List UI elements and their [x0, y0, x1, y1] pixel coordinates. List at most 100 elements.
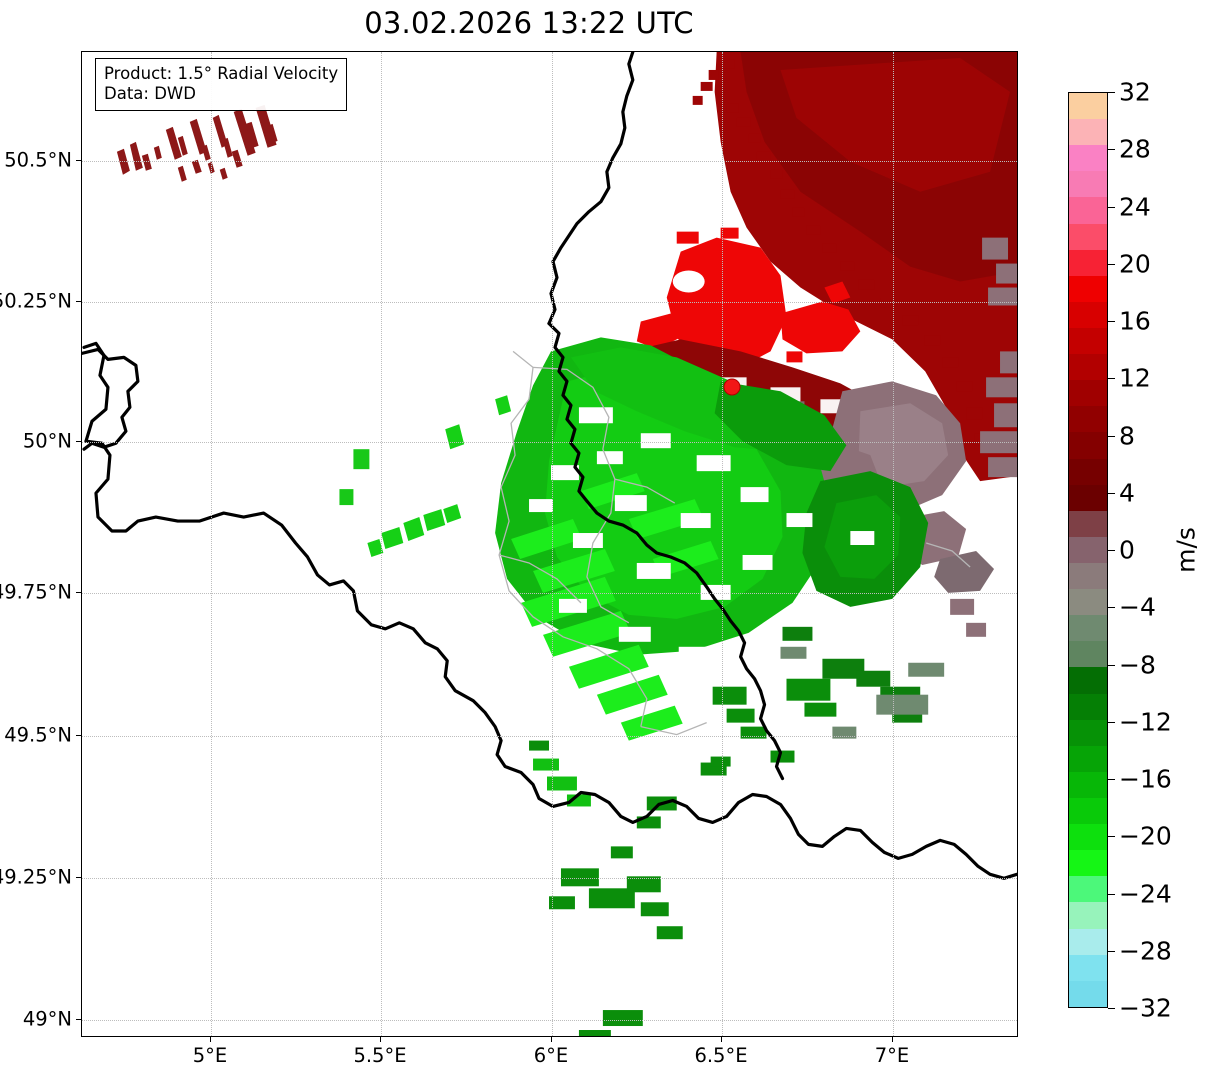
- colorbar-band: [1069, 327, 1107, 355]
- colorbar-band: [1069, 797, 1107, 825]
- colorbar-band: [1069, 850, 1107, 877]
- x-tick: [210, 1037, 211, 1042]
- radar-map-svg: [82, 52, 1017, 1036]
- y-tick-label: 50.5°N: [4, 148, 72, 172]
- colorbar-tick-label: −24: [1119, 879, 1172, 908]
- colorbar-band: [1069, 902, 1107, 929]
- x-tick-label: 6.5°E: [694, 1044, 748, 1067]
- colorbar-tick-label: 16: [1119, 306, 1151, 336]
- y-tick-label: 49.5°N: [4, 723, 72, 747]
- colorbar-band: [1069, 458, 1107, 485]
- colorbar-tick: [1108, 378, 1115, 380]
- colorbar-band: [1069, 145, 1107, 172]
- x-tick: [721, 1037, 722, 1042]
- y-tick-label: 50°N: [22, 429, 72, 453]
- colorbar-band: [1069, 589, 1107, 616]
- colorbar-tick-label: −32: [1119, 993, 1172, 1023]
- x-tick-label: 5°E: [192, 1044, 228, 1067]
- colorbar-tick-label: 12: [1119, 363, 1151, 393]
- y-tick-label: 49°N: [22, 1007, 72, 1031]
- colorbar-tick-label: −4: [1119, 592, 1156, 622]
- radar-site-marker[interactable]: [723, 378, 741, 396]
- colorbar-band: [1069, 719, 1107, 746]
- colorbar-band: [1069, 980, 1107, 1007]
- colorbar-tick: [1108, 550, 1115, 551]
- colorbar-band: [1069, 119, 1107, 146]
- colorbar-tick-label: 20: [1119, 249, 1151, 279]
- colorbar-band: [1069, 432, 1107, 459]
- internal-boundaries: [498, 350, 971, 736]
- colorbar-tick: [1108, 206, 1115, 208]
- colorbar-band: [1069, 536, 1107, 563]
- colorbar-band: [1069, 615, 1107, 642]
- colorbar-band: [1069, 876, 1107, 903]
- colorbar-band: [1069, 928, 1107, 955]
- colorbar-tick: [1108, 836, 1115, 838]
- x-tick-label: 5.5°E: [353, 1044, 407, 1067]
- national-borders: [82, 52, 1017, 880]
- colorbar-tick: [1108, 92, 1115, 93]
- colorbar-tick: [1108, 721, 1115, 723]
- echo-south-grey-cells: [780, 646, 945, 739]
- colorbar-tick: [1108, 950, 1115, 952]
- colorbar-tick-label: 28: [1119, 134, 1151, 164]
- colorbar[interactable]: [1068, 92, 1108, 1008]
- colorbar-tick: [1108, 492, 1115, 494]
- colorbar-band: [1069, 171, 1107, 198]
- colorbar-band: [1069, 954, 1107, 981]
- colorbar-tick: [1108, 779, 1115, 780]
- colorbar-tick-label: −16: [1119, 764, 1172, 794]
- colorbar-band: [1069, 301, 1107, 328]
- colorbar-band: [1069, 275, 1107, 302]
- colorbar-tick: [1108, 321, 1115, 322]
- echo-ne-outbound: [692, 52, 1017, 482]
- product-info-box: Product: 1.5° Radial Velocity Data: DWD: [95, 58, 348, 112]
- colorbar-tick-label: 32: [1119, 77, 1151, 107]
- colorbar-band: [1069, 93, 1107, 120]
- colorbar-tick: [1108, 1008, 1115, 1009]
- colorbar-band: [1069, 745, 1107, 772]
- colorbar-tick: [1108, 149, 1115, 151]
- x-tick: [892, 1037, 893, 1042]
- colorbar-band: [1069, 693, 1107, 720]
- y-tick: [76, 877, 81, 878]
- colorbar-tick-label: 24: [1119, 192, 1151, 221]
- colorbar-tick: [1108, 435, 1115, 437]
- colorbar-tick-label: −12: [1119, 707, 1172, 737]
- colorbar-tick-label: −20: [1119, 821, 1172, 851]
- colorbar-band: [1069, 824, 1107, 851]
- colorbar-tick-label: −8: [1119, 650, 1156, 679]
- data-source-line: Data: DWD: [104, 84, 196, 104]
- colorbar-band: [1069, 380, 1107, 407]
- echo-south-bright: [533, 758, 591, 807]
- colorbar-tick-label: −28: [1119, 936, 1172, 966]
- colorbar-band: [1069, 771, 1107, 798]
- colorbar-tick: [1108, 664, 1115, 666]
- y-tick-label: 49.25°N: [0, 865, 72, 889]
- map-canvas: [82, 52, 1017, 1036]
- colorbar-band: [1069, 197, 1107, 224]
- colorbar-unit-label: m/s: [1171, 527, 1201, 573]
- colorbar-band: [1069, 249, 1107, 276]
- echo-bright-red-core: [636, 227, 861, 384]
- y-tick: [76, 1019, 81, 1020]
- y-tick: [76, 592, 81, 593]
- colorbar-tick-label: 8: [1119, 421, 1135, 450]
- echo-west-cells: [339, 449, 370, 506]
- colorbar-band: [1069, 406, 1107, 433]
- radar-echo-layer: [116, 52, 1017, 1036]
- colorbar-tick-label: 4: [1119, 478, 1135, 508]
- colorbar-band: [1069, 562, 1107, 590]
- colorbar-band: [1069, 641, 1107, 668]
- y-tick-label: 49.75°N: [0, 580, 72, 604]
- colorbar-tick-label: 0: [1119, 535, 1135, 565]
- y-tick-label: 50.25°N: [0, 289, 72, 313]
- colorbar-band: [1069, 510, 1107, 537]
- colorbar-tick: [1108, 607, 1115, 609]
- colorbar-band: [1069, 667, 1107, 694]
- x-tick: [380, 1037, 381, 1042]
- map-plot-area[interactable]: Product: 1.5° Radial Velocity Data: DWD: [81, 51, 1018, 1037]
- colorbar-band: [1069, 354, 1107, 381]
- y-tick: [76, 735, 81, 736]
